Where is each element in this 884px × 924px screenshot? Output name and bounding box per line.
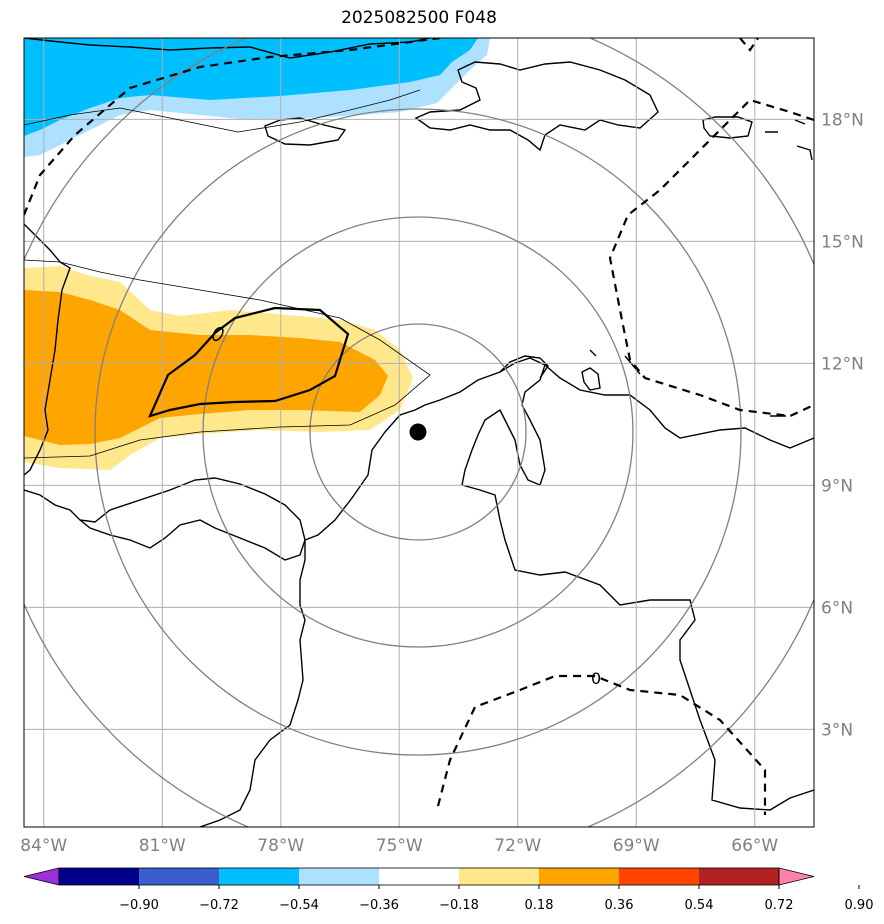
coastlines <box>24 38 814 827</box>
lesser-antilles-coast <box>765 119 813 161</box>
dashed-contour-east <box>608 98 814 418</box>
lat-tick-label: 12°N <box>821 354 864 374</box>
small-positive-contour <box>212 326 224 342</box>
positive-contour <box>148 306 350 418</box>
aruba-coast <box>581 367 601 391</box>
colorbar-segment <box>379 868 460 885</box>
dashed-contour-top <box>24 38 441 216</box>
colorbar-segment <box>619 868 700 885</box>
colorbar-segment <box>219 868 300 885</box>
colorbar-outline <box>58 867 780 886</box>
lat-tick-label: 3°N <box>821 720 853 740</box>
venezuela-coast <box>544 364 814 449</box>
colorbar-tick-label: −0.54 <box>279 898 319 913</box>
colorbar-tick-label: 0.36 <box>605 898 634 913</box>
negative-anomaly-medium-area <box>24 38 478 136</box>
range-ring-3 <box>94 108 742 756</box>
lat-tick-labels: 18°N 15°N 12°N 9°N 6°N 3°N <box>821 110 864 740</box>
lon-tick-labels: 84°W 81°W 78°W 75°W 72°W 69°W 66°W <box>20 836 778 856</box>
grid-lines <box>24 38 814 827</box>
lat-tick-label: 15°N <box>821 232 864 252</box>
lon-tick-label: 81°W <box>139 836 186 856</box>
lon-tick-label: 75°W <box>376 836 423 856</box>
central-america-coast <box>24 223 306 561</box>
colorbar-tick-label: 0.18 <box>525 898 554 913</box>
colorbar-tick-label: −0.18 <box>439 898 479 913</box>
dashed-contour-topright <box>739 38 759 52</box>
storm-center-marker <box>409 423 427 441</box>
thin-contour-top <box>24 89 421 133</box>
thin-contour-outline <box>24 259 431 459</box>
colorbar-tick-label: 0.54 <box>685 898 714 913</box>
colorbar: −0.90 −0.72 −0.54 −0.36 −0.18 0.18 0.36 0.54 0.7… <box>23 867 874 913</box>
colorbar-segment <box>299 868 380 885</box>
colorbar-segment <box>539 868 620 885</box>
colorbar-tick-label: −0.72 <box>199 898 239 913</box>
contour-zero-label: 0 <box>591 669 601 688</box>
map-panel: 0 <box>24 38 814 827</box>
map-title: 2025082500 F048 <box>341 8 497 28</box>
lat-tick-label: 6°N <box>821 598 853 618</box>
lon-tick-label: 72°W <box>494 836 541 856</box>
puerto-rico-coast <box>702 116 753 139</box>
hispaniola-coast <box>414 61 659 152</box>
lat-tick-label: 18°N <box>821 110 864 130</box>
colorbar-tick-label: −0.90 <box>119 898 159 913</box>
colorbar-segment <box>139 868 220 885</box>
colorbar-tick-label: −0.36 <box>359 898 399 913</box>
colorbar-segment <box>459 868 540 885</box>
lon-tick-label: 66°W <box>731 836 778 856</box>
colorbar-segment <box>59 868 140 885</box>
map-frame <box>23 37 815 828</box>
dashed-contour-south <box>436 674 767 815</box>
south-america-coast <box>199 357 814 827</box>
range-ring-1 <box>309 323 527 541</box>
lon-tick-label: 78°W <box>257 836 304 856</box>
lon-tick-label: 84°W <box>20 836 67 856</box>
cuba-coast <box>24 38 431 59</box>
small-island-coast <box>589 349 786 417</box>
colorbar-extend-low <box>23 867 60 886</box>
colorbar-segment <box>699 868 780 885</box>
positive-anomaly-medium-area <box>24 290 388 445</box>
colorbar-extend-high <box>778 867 815 886</box>
colorbar-tick-label: 0.72 <box>765 898 794 913</box>
lon-tick-label: 69°W <box>613 836 660 856</box>
dashed-zero-contours <box>24 38 814 815</box>
colorbar-tick-label: 0.90 <box>845 898 874 913</box>
lat-tick-label: 9°N <box>821 476 853 496</box>
